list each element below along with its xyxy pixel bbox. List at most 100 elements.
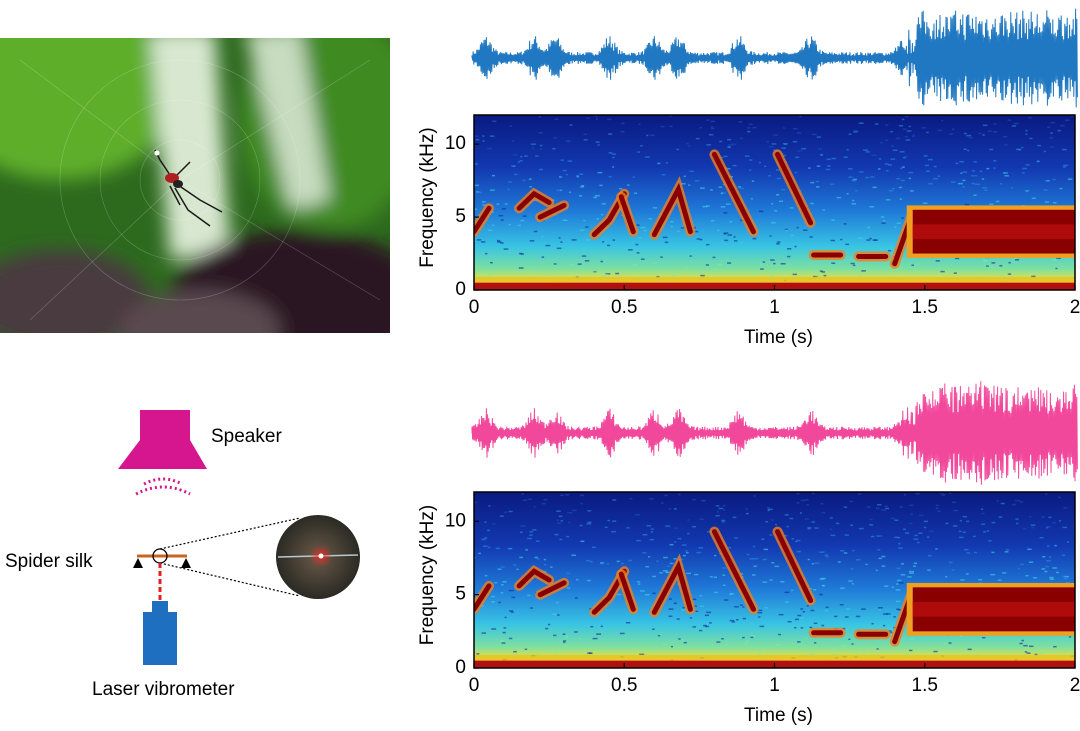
noise <box>608 152 613 154</box>
noise <box>706 611 712 614</box>
noise <box>669 543 674 546</box>
noise <box>1013 257 1017 260</box>
noise <box>822 584 825 587</box>
noise <box>907 576 912 578</box>
noise <box>730 592 735 595</box>
noise <box>527 594 531 597</box>
noise <box>778 633 782 636</box>
noise <box>528 178 532 180</box>
noise <box>948 642 952 644</box>
noise <box>948 561 953 564</box>
noise <box>498 601 501 604</box>
noise <box>676 618 680 620</box>
noise <box>729 619 735 622</box>
noise <box>1050 121 1056 124</box>
noise <box>514 173 518 176</box>
noise <box>986 530 990 532</box>
noise <box>502 581 507 583</box>
noise <box>696 551 702 554</box>
noise <box>717 229 720 232</box>
noise <box>527 498 532 500</box>
noise <box>492 174 495 177</box>
noise <box>927 158 933 161</box>
noise <box>686 142 689 145</box>
noise <box>673 558 677 560</box>
noise <box>565 535 570 538</box>
noise <box>935 260 940 262</box>
noise <box>674 527 679 529</box>
noise <box>681 639 685 641</box>
noise <box>673 508 677 510</box>
noise <box>644 594 650 596</box>
noise <box>650 528 654 530</box>
noise <box>556 519 559 522</box>
noise <box>851 582 854 585</box>
noise <box>760 268 764 270</box>
noise <box>792 140 798 143</box>
noise <box>1008 261 1011 264</box>
noise <box>796 550 800 553</box>
noise <box>649 538 654 541</box>
noise <box>863 149 868 151</box>
noise <box>714 591 719 594</box>
noise <box>898 582 904 584</box>
noise <box>1007 273 1012 275</box>
noise <box>519 531 523 534</box>
noise <box>767 509 770 512</box>
noise <box>727 168 731 170</box>
noise <box>669 562 674 565</box>
noise <box>966 520 970 523</box>
noise <box>683 175 686 178</box>
noise <box>517 224 521 227</box>
noise <box>806 605 809 607</box>
noise <box>607 519 610 522</box>
noise <box>636 252 640 254</box>
noise <box>880 216 885 218</box>
noise <box>681 544 687 546</box>
speaker-cone <box>118 440 207 469</box>
noise <box>901 563 905 565</box>
noise <box>900 179 905 182</box>
noise <box>700 605 704 607</box>
noise <box>1049 578 1054 581</box>
noise <box>762 261 766 263</box>
noise <box>727 262 732 264</box>
noise <box>848 133 852 135</box>
noise <box>816 165 821 167</box>
noise <box>894 536 899 539</box>
noise <box>774 523 778 526</box>
noise <box>556 189 562 192</box>
noise <box>689 255 692 257</box>
noise <box>640 145 643 147</box>
noise <box>571 554 576 557</box>
noise <box>843 506 848 508</box>
noise <box>513 564 517 566</box>
noise <box>710 268 715 271</box>
noise <box>1041 516 1046 518</box>
noise <box>877 607 883 609</box>
noise <box>823 274 827 277</box>
noise <box>529 531 533 533</box>
noise <box>819 551 823 553</box>
noise <box>846 608 851 610</box>
noise <box>538 168 544 171</box>
noise <box>722 574 726 576</box>
noise <box>758 616 761 618</box>
noise <box>896 608 900 611</box>
noise <box>560 159 564 161</box>
noise <box>842 644 847 647</box>
noise <box>745 508 748 510</box>
noise <box>1022 172 1025 174</box>
noise <box>692 626 697 628</box>
noise <box>859 171 864 173</box>
noise <box>611 530 616 533</box>
noise <box>923 526 927 529</box>
noise <box>519 160 523 162</box>
noise <box>481 538 486 541</box>
noise <box>540 648 545 650</box>
noise <box>497 568 502 570</box>
noise <box>813 275 818 278</box>
noise <box>963 148 967 151</box>
noise <box>533 230 538 233</box>
noise <box>784 514 789 516</box>
